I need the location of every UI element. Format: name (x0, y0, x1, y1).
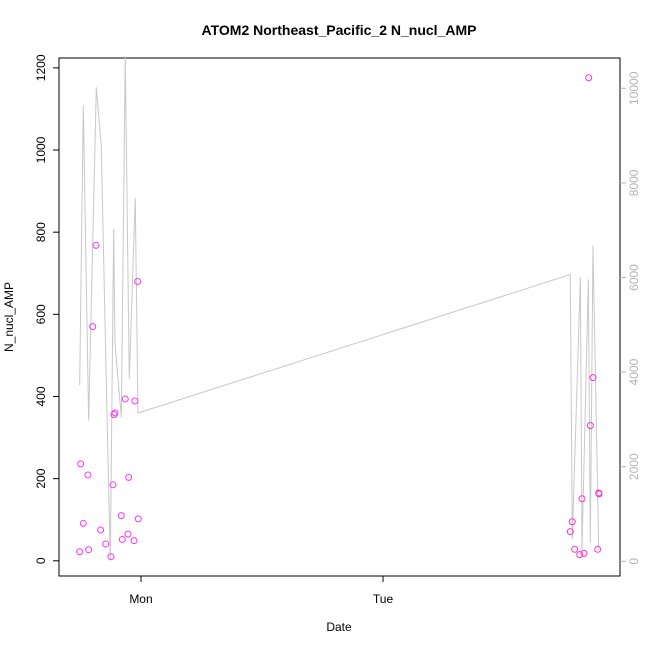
y2-tick-label: 8000 (627, 169, 641, 196)
y2-tick-label: 10000 (627, 71, 641, 105)
data-point (92, 241, 100, 249)
data-point (85, 546, 93, 554)
x-axis-label: Date (326, 620, 352, 634)
data-point (131, 397, 139, 405)
data-point (566, 528, 574, 536)
y2-tick-label: 6000 (627, 264, 641, 291)
data-point (109, 481, 117, 489)
data-point (77, 460, 85, 468)
data-point (589, 374, 597, 382)
data-point (111, 409, 119, 417)
data-point (586, 422, 594, 430)
data-point (107, 553, 115, 561)
data-point (124, 530, 132, 538)
y-tick-label: 400 (34, 386, 48, 406)
data-point (76, 548, 84, 556)
y2-tick-label: 4000 (627, 358, 641, 385)
data-point (125, 473, 133, 481)
data-point (595, 490, 603, 498)
data-point (130, 537, 138, 545)
data-point (84, 471, 92, 479)
y-tick-label: 1200 (34, 54, 48, 81)
y2-tick-label: 0 (627, 558, 641, 565)
y2-tick-label: 2000 (627, 453, 641, 480)
y-tick-label: 1000 (34, 136, 48, 163)
y-tick-label: 0 (34, 557, 48, 564)
data-point (89, 323, 97, 331)
data-point (576, 551, 584, 559)
y-tick-label: 600 (34, 304, 48, 324)
data-point (121, 395, 129, 403)
data-point (117, 512, 125, 520)
y-axis-label: N_nucl_AMP (2, 282, 16, 352)
y-tick-label: 800 (34, 222, 48, 242)
chart-title: ATOM2 Northeast_Pacific_2 N_nucl_AMP (202, 22, 477, 38)
x-tick-label: Tue (373, 592, 394, 606)
data-point (134, 515, 142, 523)
data-point (571, 545, 579, 553)
x-tick-label: Mon (129, 592, 152, 606)
data-point (585, 74, 593, 82)
y-tick-label: 200 (34, 468, 48, 488)
data-point (134, 277, 142, 285)
series-line (79, 55, 600, 561)
data-point (110, 411, 118, 419)
plot-frame (58, 57, 621, 577)
data-point (568, 518, 576, 526)
data-point (580, 549, 588, 557)
data-point (118, 535, 126, 543)
data-point (578, 495, 586, 503)
data-point (102, 540, 110, 548)
data-point (594, 545, 602, 553)
data-point (97, 526, 105, 534)
data-point (79, 519, 87, 527)
